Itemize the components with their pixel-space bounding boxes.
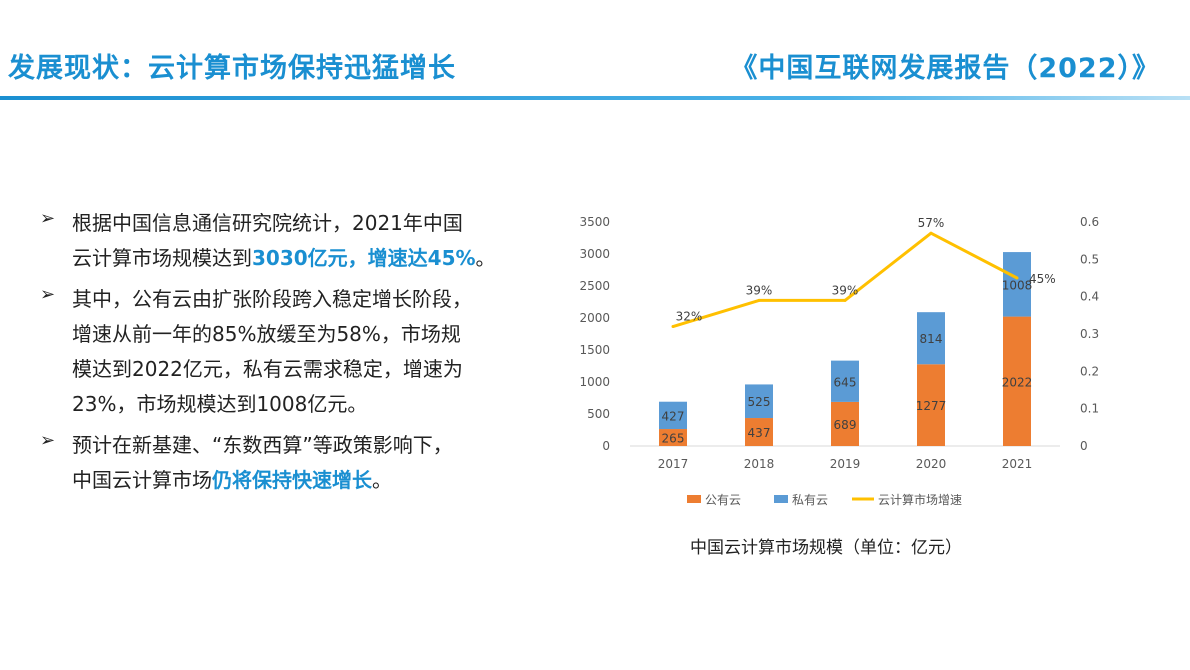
x-axis-tick-label: 2018 [744,457,775,471]
x-axis-tick-label: 2020 [916,457,947,471]
bullet-arrow-icon: ➢ [40,284,56,305]
growth-rate-line [672,231,1018,328]
bullet-arrow-icon: ➢ [40,208,56,229]
highlight-text: 增速达45% [367,246,476,270]
bar-value-label: 645 [834,375,857,389]
bullet-text: 增速从前一年的85%放缓至为58%，市场规 [72,322,461,346]
bullet-text: 模达到2022亿元，私有云需求稳定，增速为 [72,357,463,381]
growth-rate-point [929,231,933,235]
right-axis-tick-label: 0.5 [1080,252,1099,266]
x-axis-tick-label: 2021 [1002,457,1033,471]
bullet-item: ➢ 预计在新基建、“东数西算”等政策影响下， 中国云计算市场仍将保持快速增长。 [40,428,510,498]
bar-value-label: 689 [834,418,857,432]
bullet-arrow-icon: ➢ [40,430,56,451]
bullet-line: 增速从前一年的85%放缓至为58%，市场规 [72,317,510,352]
bullet-line: 23%，市场规模达到1008亿元。 [72,387,510,422]
growth-rate-label: 39% [746,283,773,297]
left-axis-tick-label: 500 [587,407,610,421]
bullet-line: 根据中国信息通信研究院统计，2021年中国 [72,206,510,241]
bullet-text: 。 [475,246,496,270]
public-cloud-bar [1003,316,1031,446]
bullet-text: 。 [372,468,392,492]
public-cloud-bar [917,364,945,446]
highlight-text: 3030亿元 [252,246,348,270]
legend-swatch [687,495,701,503]
private-cloud-bar [745,384,773,419]
growth-rate-label: 57% [918,216,945,230]
growth-rate-point [671,325,675,329]
bullet-line: 云计算市场规模达到3030亿元，增速达45%。 [72,241,510,276]
legend-label: 云计算市场增速 [878,492,962,507]
growth-rate-label: 39% [832,283,859,297]
bullet-line: 中国云计算市场仍将保持快速增长。 [72,463,510,498]
private-cloud-bar [917,312,945,365]
bar-value-label: 525 [748,395,771,409]
public-cloud-bar [659,429,687,446]
bullet-text: 23%，市场规模达到1008亿元。 [72,392,368,416]
growth-rate-point [1015,276,1019,280]
report-source-title: 《中国互联网发展报告（2022）》 [730,53,1160,84]
bar-value-label: 2022 [1002,375,1033,389]
growth-rate-point [757,298,761,302]
left-axis-tick-label: 2500 [579,279,610,293]
left-axis-tick-label: 1500 [579,343,610,357]
right-axis-tick-label: 0.1 [1080,402,1099,416]
right-axis-tick-label: 0.6 [1080,215,1099,229]
chart-container: 0 500 1000 1500 2000 2500 3000 3500 0 0.1 0.2 0.3 0.… [560,200,1120,570]
bullet-text: 中国云计算市场 [72,468,212,492]
legend-swatch [774,495,788,503]
growth-rate-label: 32% [676,310,703,324]
x-axis-tick-label: 2017 [658,457,689,471]
bullet-item: ➢ 根据中国信息通信研究院统计，2021年中国 云计算市场规模达到3030亿元，增速… [40,206,510,276]
bullet-list: ➢ 根据中国信息通信研究院统计，2021年中国 云计算市场规模达到3030亿元，增速… [40,206,510,504]
private-cloud-bar [659,401,687,430]
private-cloud-bar [1003,252,1031,317]
bullet-line: 其中，公有云由扩张阶段跨入稳定增长阶段， [72,282,510,317]
bullet-text: 预计在新基建、“东数西算”等政策影响下， [72,433,453,457]
bar-value-label: 265 [662,432,685,446]
bar-value-label: 1008 [1002,278,1033,292]
highlight-text: 仍将保持快速增长 [212,468,372,492]
bar-value-label: 427 [662,409,685,423]
x-axis-tick-label: 2019 [830,457,861,471]
bullet-text: 根据中国信息通信研究院统计，2021年中国 [72,211,463,235]
left-axis-tick-label: 3500 [579,215,610,229]
cloud-market-chart: 0 500 1000 1500 2000 2500 3000 3500 0 0.1 0.2 0.3 0.… [579,215,1099,507]
header-divider [0,96,1190,100]
right-axis-tick-label: 0.4 [1080,290,1099,304]
bar-value-label: 437 [748,426,771,440]
bar-value-label: 1277 [916,399,947,413]
left-axis-tick-label: 2000 [579,311,610,325]
page-title: 发展现状：云计算市场保持迅猛增长 [8,53,456,84]
growth-rate-point [843,298,847,302]
bullet-text: 其中，公有云由扩张阶段跨入稳定增长阶段， [72,287,472,311]
right-axis-tick-label: 0.2 [1080,364,1099,378]
public-cloud-bar [745,418,773,446]
private-cloud-bar [831,360,859,402]
left-axis-tick-label: 1000 [579,375,610,389]
bullet-line: 模达到2022亿元，私有云需求稳定，增速为 [72,352,510,387]
growth-rate-label: 45% [1029,272,1056,286]
bar-value-label: 814 [920,332,943,346]
right-axis-tick-label: 0 [1080,439,1088,453]
legend-label: 公有云 [705,493,741,507]
highlight-text: ， [347,246,368,270]
public-cloud-bar [831,401,859,446]
bullet-line: 预计在新基建、“东数西算”等政策影响下， [72,428,510,463]
left-axis-tick-label: 3000 [579,247,610,261]
bullet-item: ➢ 其中，公有云由扩张阶段跨入稳定增长阶段， 增速从前一年的85%放缓至为58%，市… [40,282,510,422]
right-axis-tick-label: 0.3 [1080,327,1099,341]
left-axis-tick-label: 0 [602,439,610,453]
header: 发展现状：云计算市场保持迅猛增长 《中国互联网发展报告（2022）》 [0,0,1190,105]
bullet-text: 云计算市场规模达到 [72,246,252,270]
legend-label: 私有云 [792,493,828,507]
chart-caption: 中国云计算市场规模（单位：亿元） [690,538,962,558]
